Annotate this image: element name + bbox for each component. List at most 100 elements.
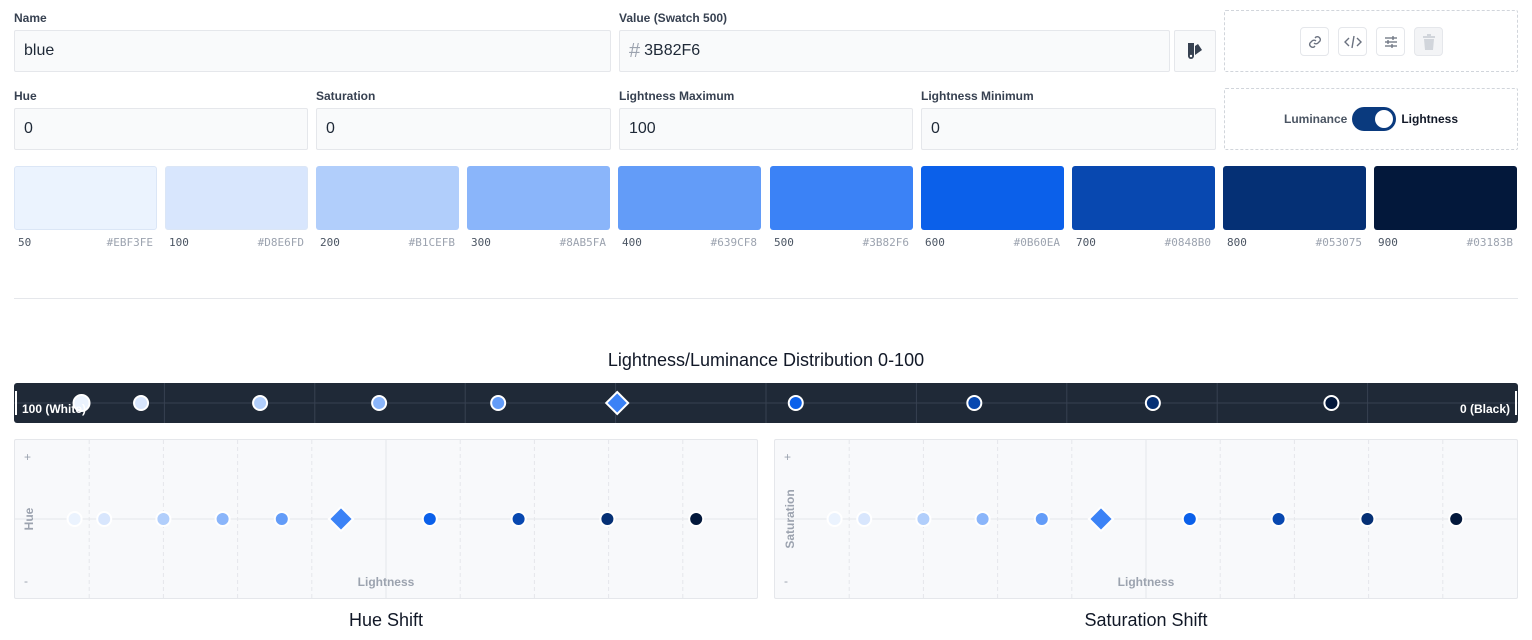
- sat-x-axis-label: Lightness: [1117, 575, 1175, 589]
- swatch-hex: #D8E6FD: [257, 236, 304, 249]
- swatch-800[interactable]: [1223, 166, 1366, 230]
- distribution-point-300: [371, 395, 388, 411]
- swatch-hex: #8AB5FA: [559, 236, 606, 249]
- distribution-point-200: [252, 395, 269, 411]
- black-end-label: 0 (Black): [1459, 402, 1510, 416]
- toggle-knob: [1375, 110, 1394, 128]
- distribution-bar[interactable]: [14, 383, 1518, 423]
- settings-button[interactable]: [1376, 27, 1405, 56]
- code-button[interactable]: [1338, 27, 1367, 56]
- swatch-300[interactable]: [467, 166, 610, 230]
- sat-point-900: [1448, 511, 1465, 527]
- sat-y-axis-label: Saturation: [783, 489, 797, 549]
- sat-point-200: [915, 511, 932, 527]
- swatch-name: 300: [471, 236, 491, 249]
- saturation-shift-graph[interactable]: + - Saturation Lightness: [774, 439, 1518, 599]
- sat-point-400: [1033, 511, 1050, 527]
- sat-point-800: [1359, 511, 1376, 527]
- distribution-point-700: [966, 395, 983, 411]
- swatch-700[interactable]: [1072, 166, 1215, 230]
- swatch-name: 50: [18, 236, 32, 249]
- hue-point-100: [96, 511, 113, 527]
- distribution-point-800: [1144, 395, 1161, 411]
- swatch-name: 400: [622, 236, 642, 249]
- swatch-400[interactable]: [618, 166, 761, 230]
- name-input[interactable]: blue: [14, 30, 611, 72]
- saturation-input-value: 0: [326, 120, 335, 137]
- swatch-50[interactable]: [14, 166, 157, 230]
- sat-minus-label: -: [784, 574, 788, 588]
- swatch-hex: #0848B0: [1164, 236, 1211, 249]
- sat-point-700: [1270, 511, 1287, 527]
- swatch-100[interactable]: [165, 166, 308, 230]
- value-input[interactable]: # 3B82F6: [619, 30, 1170, 72]
- palette-button[interactable]: [1174, 30, 1216, 72]
- distribution-point-600: [787, 395, 804, 411]
- swatch-hex: #B1CEFB: [408, 236, 455, 249]
- swatch-500[interactable]: [770, 166, 913, 230]
- distribution-point-50: [72, 394, 91, 412]
- swatch-600[interactable]: [921, 166, 1064, 230]
- luminance-label[interactable]: Luminance: [1283, 112, 1348, 126]
- lightness-max-label: Lightness Maximum: [619, 89, 735, 103]
- hue-shift-title: Hue Shift: [348, 610, 424, 630]
- sat-point-100: [856, 511, 873, 527]
- hue-input-value: 0: [24, 120, 33, 137]
- mode-toggle-box: Luminance Lightness: [1224, 88, 1518, 150]
- sliders-icon: [1384, 35, 1397, 48]
- saturation-shift-title: Saturation Shift: [1084, 610, 1208, 630]
- lightness-label[interactable]: Lightness: [1401, 112, 1459, 126]
- hue-point-600: [421, 511, 438, 527]
- code-icon: [1343, 35, 1362, 48]
- swatch-name: 100: [169, 236, 189, 249]
- hue-point-800: [599, 511, 616, 527]
- delete-button[interactable]: [1414, 27, 1443, 56]
- swatch-200[interactable]: [316, 166, 459, 230]
- swatch-hex: #053075: [1315, 236, 1362, 249]
- hue-point-500: [327, 505, 355, 533]
- name-input-value: blue: [24, 42, 55, 59]
- lightness-max-value: 100: [629, 120, 656, 137]
- swatch-hex: #03183B: [1466, 236, 1513, 249]
- sat-point-500: [1087, 505, 1115, 533]
- swatch-900[interactable]: [1374, 166, 1517, 230]
- link-icon: [1308, 35, 1321, 48]
- actions-box: [1224, 10, 1518, 72]
- sat-point-300: [974, 511, 991, 527]
- name-label: Name: [14, 11, 47, 25]
- hue-x-axis-label: Lightness: [357, 575, 415, 589]
- lightness-min-input[interactable]: 0: [921, 108, 1216, 150]
- swatch-hex: #639CF8: [710, 236, 757, 249]
- swatch-hex: #EBF3FE: [106, 236, 153, 249]
- link-button[interactable]: [1300, 27, 1329, 56]
- hue-plus-label: +: [24, 450, 32, 464]
- swatch-name: 800: [1227, 236, 1247, 249]
- lightness-max-input[interactable]: 100: [619, 108, 913, 150]
- swatch-hex: #0B60EA: [1013, 236, 1060, 249]
- hue-point-300: [214, 511, 231, 527]
- mode-toggle-switch[interactable]: [1352, 107, 1397, 131]
- swatch-name: 700: [1076, 236, 1096, 249]
- distribution-point-500: [604, 390, 630, 416]
- trash-icon: [1422, 33, 1435, 50]
- hue-point-900: [688, 511, 705, 527]
- hue-shift-plot[interactable]: [15, 440, 757, 598]
- lightness-min-value: 0: [931, 120, 940, 137]
- saturation-input[interactable]: 0: [316, 108, 611, 150]
- swatch-name: 500: [774, 236, 794, 249]
- swatch-name: 600: [925, 236, 945, 249]
- swatch-name: 900: [1378, 236, 1398, 249]
- divider: [14, 298, 1518, 299]
- hue-minus-label: -: [24, 574, 28, 588]
- distribution-point-400: [490, 395, 507, 411]
- hue-input[interactable]: 0: [14, 108, 308, 150]
- distribution-title: Lightness/Luminance Distribution 0-100: [607, 350, 925, 370]
- saturation-label: Saturation: [316, 89, 376, 103]
- sat-point-50: [826, 511, 843, 527]
- hue-point-700: [510, 511, 527, 527]
- saturation-shift-plot[interactable]: [775, 440, 1517, 598]
- distribution-point-100: [133, 395, 150, 411]
- hue-shift-graph[interactable]: + - Hue Lightness: [14, 439, 758, 599]
- hue-point-200: [155, 511, 172, 527]
- sat-point-600: [1181, 511, 1198, 527]
